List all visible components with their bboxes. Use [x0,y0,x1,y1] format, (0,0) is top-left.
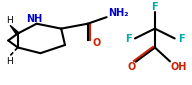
Text: F: F [151,2,158,11]
Text: OH: OH [171,62,187,72]
Polygon shape [10,25,19,34]
Text: NH: NH [27,14,43,24]
Text: NH₂: NH₂ [108,8,129,18]
Text: F: F [125,34,132,44]
Text: H: H [6,16,13,25]
Text: O: O [127,62,135,72]
Text: O: O [92,38,101,48]
Text: F: F [178,34,185,44]
Text: H: H [6,57,13,66]
